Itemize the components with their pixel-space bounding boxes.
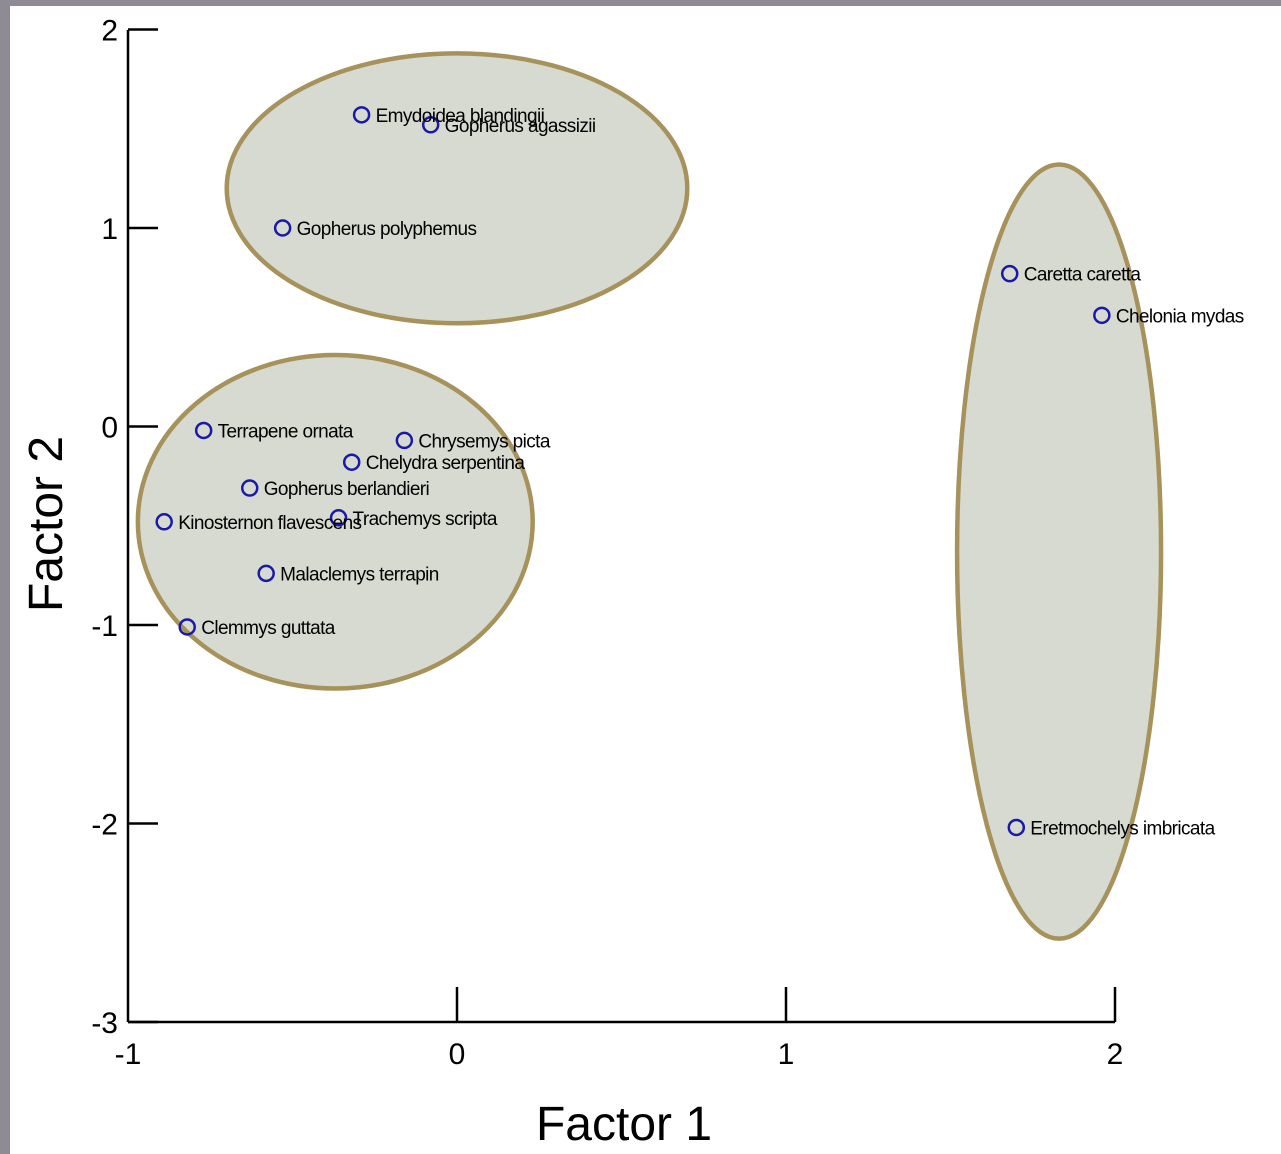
point-label: Caretta caretta	[1024, 265, 1142, 286]
data-point	[421, 116, 440, 134]
data-point	[329, 509, 348, 527]
data-point	[273, 219, 292, 237]
tick-labels: -1 0 1 2 2 1 0 -1 -2 -3	[91, 15, 1123, 1072]
x-tick-label: 1	[778, 1038, 795, 1071]
y-tick-label: -3	[91, 1007, 118, 1040]
cluster-ellipse-3	[954, 162, 1164, 941]
point-label: Chelydra serpentina	[366, 453, 526, 474]
frame-top-border	[0, 0, 1281, 6]
data-point	[1093, 306, 1111, 325]
x-axis-title: Factor 1	[536, 1098, 712, 1151]
cluster-ellipse-1	[224, 51, 690, 326]
data-point	[1000, 264, 1019, 283]
point-label: Clemmys guttata	[201, 618, 336, 639]
axes	[126, 30, 1115, 1024]
x-tick-label: 2	[1107, 1038, 1124, 1071]
point-label: Trachemys scripta	[353, 509, 498, 530]
point-label: Gopherus berlandieri	[264, 479, 429, 500]
point-label: Terrapene ornata	[218, 421, 354, 442]
data-point	[342, 453, 361, 471]
data-point	[352, 106, 371, 124]
point-label: Gopherus polyphemus	[297, 219, 477, 240]
data-point	[395, 431, 414, 450]
point-label: Emydoidea blandingii	[376, 106, 545, 127]
point-label: Kinosternon flavescens	[178, 513, 361, 534]
cluster-ellipse-2	[135, 352, 535, 691]
data-point	[240, 479, 259, 497]
point-label: Chelonia mydas	[1116, 306, 1244, 327]
point-label: Chrysemys picta	[418, 431, 550, 452]
data-point	[1007, 818, 1026, 837]
y-axis-title: Factor 2	[20, 436, 73, 612]
y-tick-label: 1	[101, 213, 118, 246]
frame-left-border	[0, 0, 10, 1154]
point-label: Gopherus agassizii	[445, 116, 596, 137]
x-tick-label: 0	[449, 1038, 466, 1071]
y-tick-label: 2	[101, 15, 118, 48]
cluster-ellipses	[135, 51, 1164, 941]
point-label: Eretmochelys imbricata	[1030, 818, 1215, 839]
data-point	[194, 421, 213, 440]
y-tick-label: -1	[91, 610, 118, 643]
x-tick-label: -1	[115, 1038, 142, 1071]
point-label: Malaclemys terrapin	[280, 564, 439, 585]
data-point	[257, 564, 275, 583]
data-points	[155, 106, 1111, 837]
data-point	[178, 618, 196, 636]
y-tick-label: -2	[91, 809, 118, 842]
data-point	[155, 513, 173, 531]
axis-ticks	[128, 28, 1117, 1024]
y-tick-label: 0	[101, 412, 118, 445]
